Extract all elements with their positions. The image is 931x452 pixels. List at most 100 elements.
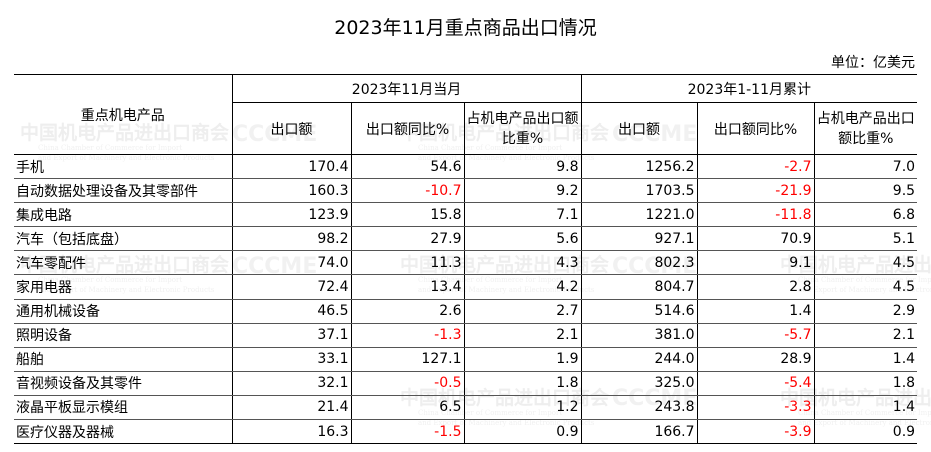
- header-period-current: 2023年11月当月: [231, 74, 582, 103]
- header-monthly-export: 出口额: [231, 102, 351, 155]
- header-product: 重点机电产品: [14, 74, 232, 155]
- monthly-export: 74.0: [231, 250, 351, 276]
- monthly-export: 98.2: [231, 226, 351, 252]
- monthly-export: 21.4: [231, 395, 351, 421]
- monthly-share: 5.6: [463, 226, 582, 252]
- cumulative-yoy: -21.9: [696, 178, 815, 204]
- table-row: 集成电路 123.9 15.8 7.1 1221.0 -11.8 6.8: [14, 202, 918, 228]
- product-name: 家用电器: [14, 274, 232, 300]
- cumulative-share: 9.5: [813, 178, 918, 204]
- monthly-export: 33.1: [231, 347, 351, 372]
- export-table: 重点机电产品 2023年11月当月 2023年1-11月累计 出口额 出口额同比…: [14, 74, 918, 445]
- cumulative-yoy: -2.7: [696, 154, 815, 180]
- unit-label: 单位：亿美元: [831, 55, 915, 71]
- table-row: 家用电器 72.4 13.4 4.2 804.7 2.8 4.5: [14, 274, 918, 300]
- cumulative-export: 802.3: [580, 250, 698, 276]
- cumulative-yoy: 9.1: [696, 250, 815, 276]
- cumulative-export: 927.1: [580, 226, 698, 252]
- table-row: 照明设备 37.1 -1.3 2.1 381.0 -5.7 2.1: [14, 323, 918, 348]
- cumulative-yoy: -5.7: [696, 323, 815, 348]
- product-name: 照明设备: [14, 323, 232, 348]
- monthly-yoy: 127.1: [350, 347, 464, 372]
- header-cumulative-yoy: 出口额同比%: [696, 102, 815, 155]
- table-row: 医疗仪器及器械 16.3 -1.5 0.9 166.7 -3.9 0.9: [14, 419, 918, 445]
- monthly-share: 1.8: [463, 371, 582, 396]
- product-name: 集成电路: [14, 202, 232, 228]
- monthly-yoy: -1.5: [350, 419, 464, 445]
- header-cumulative-share: 占机电产品出口额比重%: [813, 102, 918, 155]
- cumulative-share: 5.1: [813, 226, 918, 252]
- monthly-export: 46.5: [231, 299, 351, 324]
- header-row-columns: 出口额 出口额同比% 占机电产品出口额比重% 出口额 出口额同比% 占机电产品出…: [14, 102, 918, 155]
- monthly-export: 170.4: [231, 154, 351, 180]
- product-name: 船舶: [14, 347, 232, 372]
- cumulative-share: 4.5: [813, 250, 918, 276]
- cumulative-export: 381.0: [580, 323, 698, 348]
- table-row: 音视频设备及其零件 32.1 -0.5 1.8 325.0 -5.4 1.8: [14, 371, 918, 396]
- cumulative-share: 6.8: [813, 202, 918, 228]
- cumulative-export: 325.0: [580, 371, 698, 396]
- monthly-yoy: 54.6: [350, 154, 464, 180]
- table-row: 汽车零配件 74.0 11.3 4.3 802.3 9.1 4.5: [14, 250, 918, 276]
- monthly-share: 2.1: [463, 323, 582, 348]
- product-name: 音视频设备及其零件: [14, 371, 232, 396]
- monthly-share: 0.9: [463, 419, 582, 445]
- cumulative-export: 243.8: [580, 395, 698, 421]
- cumulative-yoy: -3.9: [696, 419, 815, 445]
- table-row: 通用机械设备 46.5 2.6 2.7 514.6 1.4 2.9: [14, 299, 918, 324]
- monthly-yoy: 27.9: [350, 226, 464, 252]
- monthly-export: 72.4: [231, 274, 351, 300]
- monthly-yoy: 2.6: [350, 299, 464, 324]
- cumulative-export: 166.7: [580, 419, 698, 445]
- cumulative-yoy: 1.4: [696, 299, 815, 324]
- cumulative-share: 7.0: [813, 154, 918, 180]
- cumulative-yoy: -11.8: [696, 202, 815, 228]
- cumulative-export: 804.7: [580, 274, 698, 300]
- monthly-share: 7.1: [463, 202, 582, 228]
- product-name: 汽车（包括底盘）: [14, 226, 232, 252]
- table-row: 船舶 33.1 127.1 1.9 244.0 28.9 1.4: [14, 347, 918, 372]
- cumulative-share: 2.1: [813, 323, 918, 348]
- monthly-yoy: 11.3: [350, 250, 464, 276]
- monthly-yoy: -10.7: [350, 178, 464, 204]
- cumulative-share: 1.4: [813, 347, 918, 372]
- monthly-share: 4.2: [463, 274, 582, 300]
- cumulative-yoy: 2.8: [696, 274, 815, 300]
- page-title: 2023年11月重点商品出口情况: [334, 17, 597, 39]
- cumulative-yoy: 28.9: [696, 347, 815, 372]
- product-name: 自动数据处理设备及其零部件: [14, 178, 232, 204]
- monthly-yoy: 15.8: [350, 202, 464, 228]
- monthly-export: 32.1: [231, 371, 351, 396]
- cumulative-share: 4.5: [813, 274, 918, 300]
- table-body: 手机 170.4 54.6 9.8 1256.2 -2.7 7.0 自动数据处理设备及其零部件…: [14, 154, 918, 445]
- header-monthly-share: 占机电产品出口额比重%: [463, 102, 582, 155]
- monthly-share: 9.8: [463, 154, 582, 180]
- product-name: 液晶平板显示模组: [14, 395, 232, 421]
- monthly-export: 37.1: [231, 323, 351, 348]
- header-cumulative-export: 出口额: [580, 102, 698, 155]
- product-name: 医疗仪器及器械: [14, 419, 232, 445]
- table-row: 自动数据处理设备及其零部件 160.3 -10.7 9.2 1703.5 -21.9 9.5: [14, 178, 918, 204]
- cumulative-export: 1703.5: [580, 178, 698, 204]
- monthly-export: 123.9: [231, 202, 351, 228]
- header-row-periods: 重点机电产品 2023年11月当月 2023年1-11月累计: [14, 74, 918, 155]
- cumulative-export: 244.0: [580, 347, 698, 372]
- product-name: 通用机械设备: [14, 299, 232, 324]
- cumulative-export: 1256.2: [580, 154, 698, 180]
- table-row: 液晶平板显示模组 21.4 6.5 1.2 243.8 -3.3 1.4: [14, 395, 918, 421]
- product-name: 汽车零配件: [14, 250, 232, 276]
- cumulative-share: 1.4: [813, 395, 918, 421]
- cumulative-yoy: -3.3: [696, 395, 815, 421]
- cumulative-export: 514.6: [580, 299, 698, 324]
- cumulative-export: 1221.0: [580, 202, 698, 228]
- header-period-cumulative: 2023年1-11月累计: [580, 74, 918, 103]
- cumulative-share: 2.9: [813, 299, 918, 324]
- table-row: 汽车（包括底盘） 98.2 27.9 5.6 927.1 70.9 5.1: [14, 226, 918, 252]
- monthly-yoy: -1.3: [350, 323, 464, 348]
- monthly-yoy: -0.5: [350, 371, 464, 396]
- cumulative-yoy: -5.4: [696, 371, 815, 396]
- monthly-share: 9.2: [463, 178, 582, 204]
- monthly-export: 16.3: [231, 419, 351, 445]
- monthly-share: 1.2: [463, 395, 582, 421]
- monthly-share: 4.3: [463, 250, 582, 276]
